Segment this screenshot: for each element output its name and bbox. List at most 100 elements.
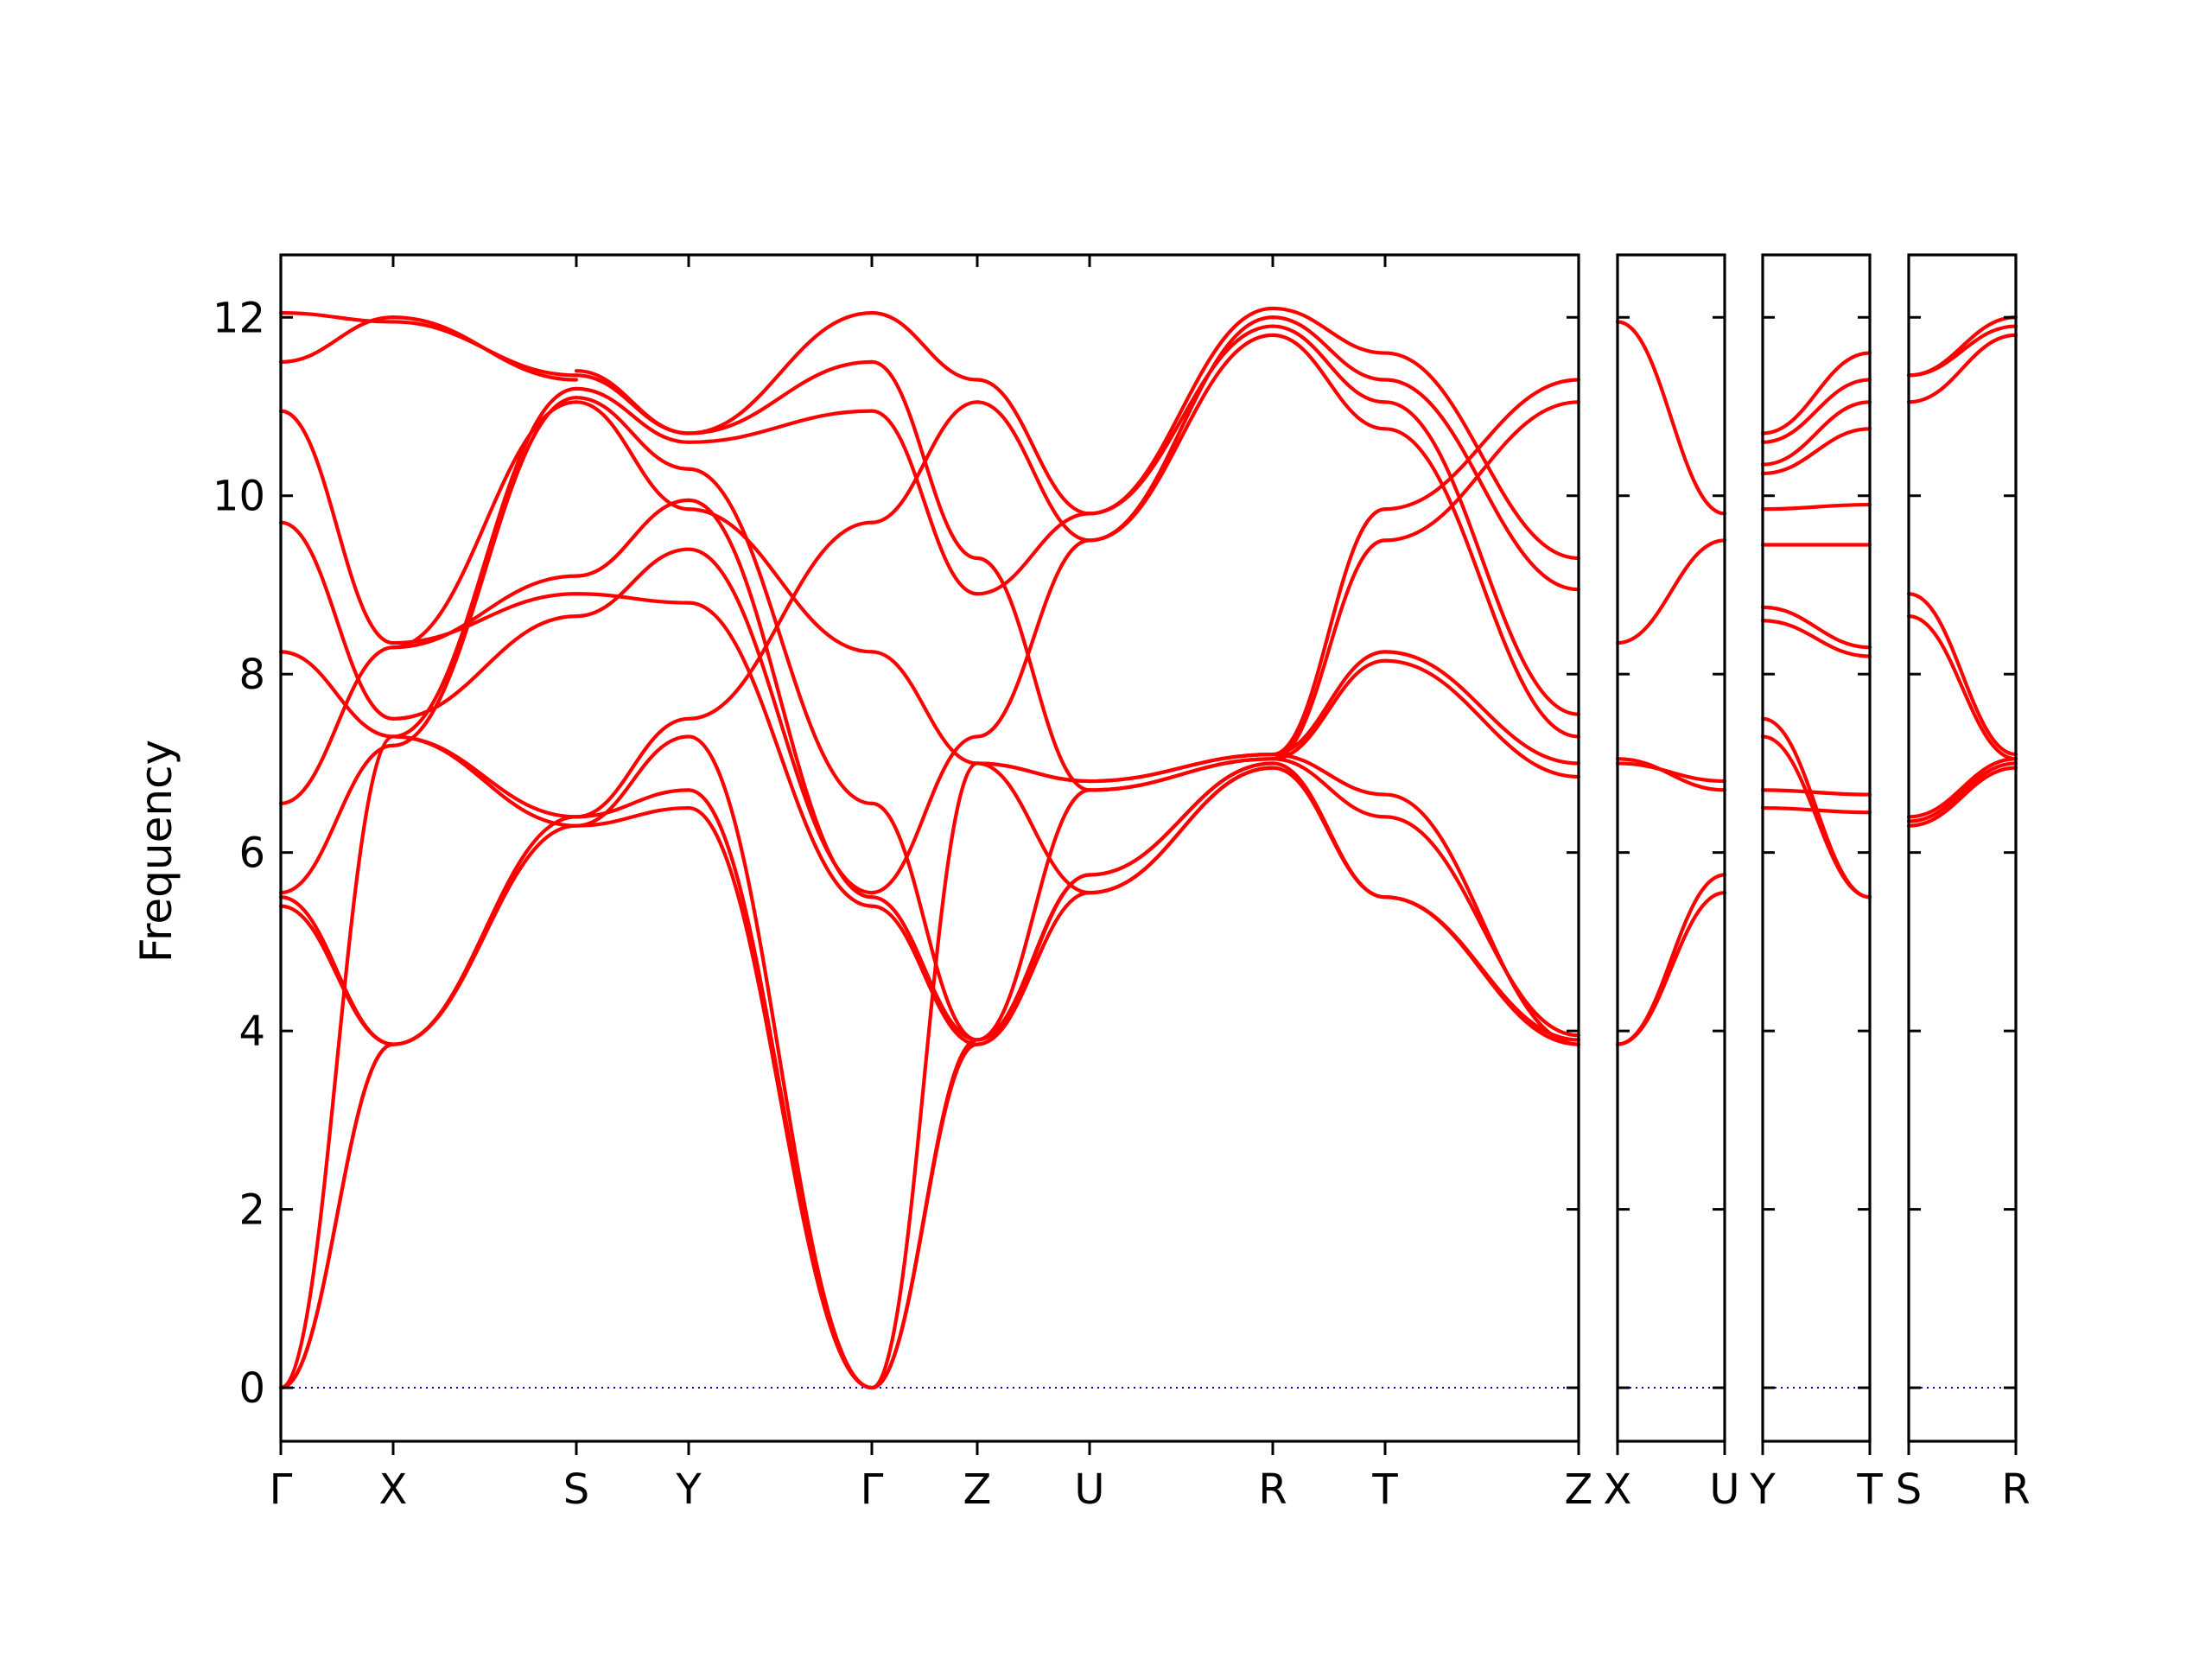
band-line (391, 592, 579, 645)
band-line (686, 409, 874, 444)
band-line (574, 788, 691, 819)
x-tick-label: T (1371, 1465, 1398, 1514)
band-line (1906, 613, 2018, 761)
band-line (1087, 324, 1275, 516)
band-line (391, 386, 579, 739)
band-line (1087, 306, 1275, 516)
band-line (686, 734, 874, 1390)
band-line (686, 507, 874, 654)
band-line (574, 369, 691, 435)
band-line (574, 734, 691, 828)
band-line (1760, 716, 1872, 899)
band-line (1760, 734, 1872, 899)
band-line (1270, 658, 1388, 761)
band-line (1382, 815, 1581, 1038)
band-line (1382, 792, 1581, 1046)
band-line (975, 873, 1092, 1046)
band-line (278, 895, 396, 1046)
band-line (574, 498, 691, 578)
x-tick-label: Z (963, 1465, 992, 1514)
y-tick-label: 2 (238, 1186, 265, 1235)
band-line (1615, 761, 1727, 784)
band-line (975, 761, 1092, 895)
x-tick-label: Γ (861, 1465, 884, 1514)
band-line (574, 592, 691, 605)
band-line (1087, 761, 1275, 877)
band-line (1382, 400, 1581, 543)
y-tick-label: 8 (238, 651, 265, 699)
band-line (1615, 891, 1727, 1046)
x-tick-label: U (1709, 1465, 1739, 1514)
x-tick-label: X (1604, 1465, 1632, 1514)
band-line (1906, 315, 2018, 378)
band-line (1382, 400, 1581, 716)
band-line (1270, 315, 1388, 382)
band-line (686, 359, 874, 435)
band-line (1087, 315, 1275, 543)
band-line (975, 400, 1092, 543)
band-line (869, 650, 980, 766)
band-line (1270, 324, 1388, 404)
band-line (278, 409, 396, 645)
band-line (1382, 351, 1581, 561)
band-line (686, 467, 874, 805)
band-line (869, 904, 980, 1046)
band-line (574, 716, 691, 819)
band-line (391, 315, 579, 382)
band-line (278, 1042, 396, 1390)
band-line (1906, 761, 2018, 823)
band-line (869, 895, 980, 1042)
band-line (1760, 427, 1872, 476)
band-line (1087, 333, 1275, 543)
x-tick-label: T (1856, 1465, 1883, 1514)
band-line (574, 386, 691, 444)
band-line (278, 645, 396, 805)
band-line (1270, 306, 1388, 355)
band-line (278, 311, 396, 324)
band-line (1615, 320, 1727, 516)
band-line (975, 556, 1092, 792)
panel-1: 0 2 4 6 8 10 12 Γ X S Y Γ Z U R T Z (213, 253, 1593, 1514)
x-tick-label: Z (1565, 1465, 1593, 1514)
band-line (975, 788, 1092, 1042)
band-line (1087, 766, 1275, 895)
band-line (1270, 761, 1388, 899)
band-line (686, 520, 874, 721)
axes-frame (1761, 253, 1872, 1443)
axes-frame (1907, 253, 2018, 1443)
band-line (869, 359, 980, 561)
y-tick-label: 0 (238, 1364, 265, 1413)
y-axis-title: Frequency (131, 740, 181, 963)
band-line (975, 538, 1092, 739)
band-line (869, 734, 980, 895)
band-line (1382, 650, 1581, 766)
band-line (975, 512, 1092, 596)
band-line (278, 734, 396, 1390)
band-line (278, 315, 396, 364)
band-line (869, 761, 980, 1390)
band-line (1906, 766, 2018, 828)
band-line (686, 498, 874, 899)
band-line (1382, 658, 1581, 779)
x-tick-label: Γ (270, 1465, 293, 1514)
band-line (1270, 333, 1388, 431)
band-line (1760, 605, 1872, 650)
band-line (574, 400, 691, 512)
x-tick-label: Y (1749, 1465, 1776, 1514)
band-line (1906, 333, 2018, 404)
band-line (1906, 592, 2018, 757)
band-line (1382, 378, 1581, 512)
band-line (1615, 757, 1727, 792)
band-line (1760, 400, 1872, 467)
band-line (278, 743, 396, 895)
band-line (1087, 753, 1275, 784)
axes-frame (279, 253, 1580, 1443)
band-line (1270, 757, 1388, 819)
axes-frame (1616, 253, 1726, 1443)
x-tick-label: R (2001, 1465, 2030, 1514)
